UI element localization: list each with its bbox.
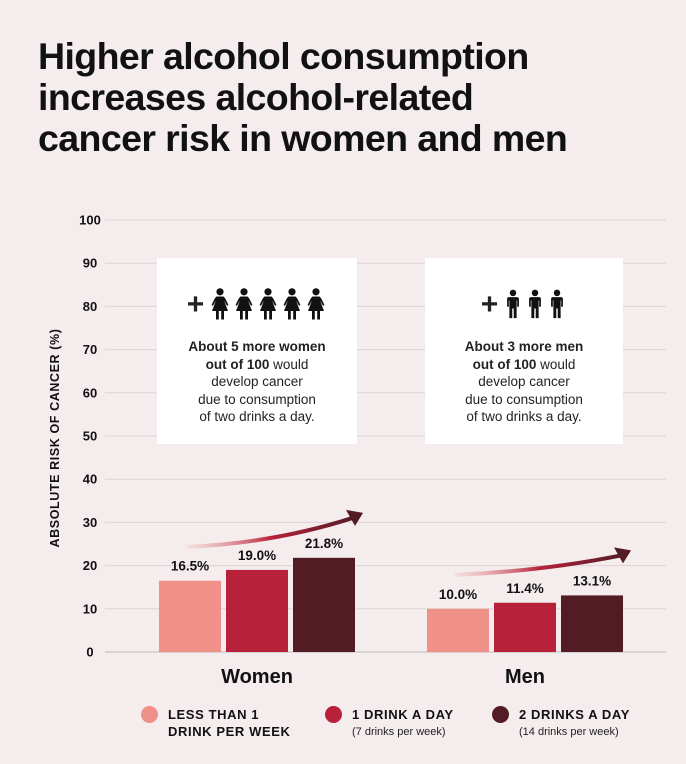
men-callout-rest-2: would bbox=[536, 356, 576, 372]
men-callout: + About 3 more men out of 100 would deve… bbox=[425, 258, 623, 444]
y-axis-ticks: 0 10 20 30 40 50 60 70 80 90 100 bbox=[79, 213, 101, 660]
women-callout: + About 5 more women out of 100 would de… bbox=[157, 258, 357, 444]
man-figure-icon bbox=[507, 289, 520, 319]
legend-label: LESS THAN 1 bbox=[168, 707, 260, 722]
data-label: 16.5% bbox=[171, 559, 209, 574]
trend-arrow-men bbox=[455, 553, 623, 577]
category-label-women: Women bbox=[221, 666, 293, 688]
y-tick-label: 100 bbox=[79, 213, 101, 228]
trend-arrow-women bbox=[187, 515, 355, 549]
plus-icon: + bbox=[480, 288, 499, 321]
bar-men-2 bbox=[494, 602, 556, 652]
women-callout-bold-2: out of 100 bbox=[205, 356, 270, 372]
legend-item-1-drink: 1 DRINK A DAY (7 drinks per week) bbox=[325, 706, 454, 740]
legend-swatch bbox=[141, 706, 158, 723]
data-labels: 16.5% 19.0% 21.8% 10.0% 11.4% 13.1% bbox=[171, 536, 611, 602]
y-tick-label: 50 bbox=[83, 429, 97, 444]
y-tick-label: 20 bbox=[83, 558, 97, 573]
men-callout-line-3: develop cancer bbox=[478, 374, 570, 389]
man-figure-icon bbox=[551, 289, 564, 319]
men-callout-bold-1: About 3 more men bbox=[464, 339, 584, 354]
legend-swatch bbox=[492, 706, 509, 723]
woman-figure-icon bbox=[211, 288, 229, 320]
woman-figure-icon bbox=[259, 288, 277, 320]
women-callout-rest-2: would bbox=[269, 356, 309, 372]
legend-sublabel: (7 drinks per week) bbox=[352, 726, 446, 738]
category-labels: Women Men bbox=[221, 666, 545, 688]
data-label: 21.8% bbox=[305, 536, 343, 551]
men-callout-line-4: due to consumption bbox=[465, 391, 583, 407]
bar-women-3 bbox=[293, 557, 355, 652]
trend-arrows bbox=[187, 509, 631, 577]
bar-women-1 bbox=[159, 580, 221, 652]
chart-title: Higher alcohol consumption increases alc… bbox=[38, 36, 658, 159]
men-callout-line-5: of two drinks a day. bbox=[466, 409, 582, 424]
legend-sublabel: (14 drinks per week) bbox=[519, 726, 619, 738]
legend-item-2-drinks: 2 DRINKS A DAY (14 drinks per week) bbox=[492, 706, 630, 740]
legend-item-less-than-1: LESS THAN 1 DRINK PER WEEK bbox=[141, 706, 291, 740]
bar-women-2 bbox=[226, 569, 288, 652]
legend-label-line-2: DRINK PER WEEK bbox=[168, 724, 291, 739]
title-line-2: increases alcohol-related bbox=[38, 76, 474, 118]
y-tick-label: 10 bbox=[83, 601, 97, 616]
women-callout-line-5: of two drinks a day. bbox=[199, 409, 315, 424]
data-label: 13.1% bbox=[573, 573, 611, 588]
man-figure-icon bbox=[529, 289, 542, 319]
category-label-men: Men bbox=[505, 666, 545, 688]
data-label: 19.0% bbox=[238, 548, 276, 563]
y-tick-label: 60 bbox=[83, 385, 97, 400]
bars bbox=[159, 557, 623, 652]
women-icon-row: + bbox=[157, 288, 357, 320]
arrowhead-icon bbox=[346, 509, 363, 526]
men-icon-row: + bbox=[425, 288, 623, 320]
women-callout-line-4: due to consumption bbox=[198, 391, 316, 407]
y-axis-label: ABSOLUTE RISK OF CANCER (%) bbox=[48, 329, 62, 548]
woman-figure-icon bbox=[307, 288, 325, 320]
y-tick-label: 90 bbox=[83, 256, 97, 271]
title-line-1: Higher alcohol consumption bbox=[38, 35, 529, 77]
data-label: 11.4% bbox=[506, 581, 544, 596]
title-line-3: cancer risk in women and men bbox=[38, 117, 568, 159]
plus-icon: + bbox=[186, 288, 205, 321]
y-tick-label: 30 bbox=[83, 515, 97, 530]
y-tick-label: 70 bbox=[83, 342, 97, 357]
y-tick-label: 80 bbox=[83, 299, 97, 314]
legend-label: 1 DRINK A DAY bbox=[352, 707, 454, 722]
data-label: 10.0% bbox=[439, 587, 477, 602]
men-callout-bold-2: out of 100 bbox=[472, 356, 537, 372]
bar-men-1 bbox=[427, 608, 489, 652]
legend-swatch bbox=[325, 706, 342, 723]
y-tick-label: 40 bbox=[83, 472, 97, 487]
woman-figure-icon bbox=[283, 288, 301, 320]
women-callout-line-3: develop cancer bbox=[211, 374, 303, 389]
bar-men-3 bbox=[561, 595, 623, 652]
legend-label: 2 DRINKS A DAY bbox=[519, 707, 630, 722]
y-tick-label: 0 bbox=[86, 645, 93, 660]
women-callout-bold-1: About 5 more women bbox=[188, 339, 326, 354]
arrowhead-icon bbox=[614, 547, 631, 564]
woman-figure-icon bbox=[235, 288, 253, 320]
